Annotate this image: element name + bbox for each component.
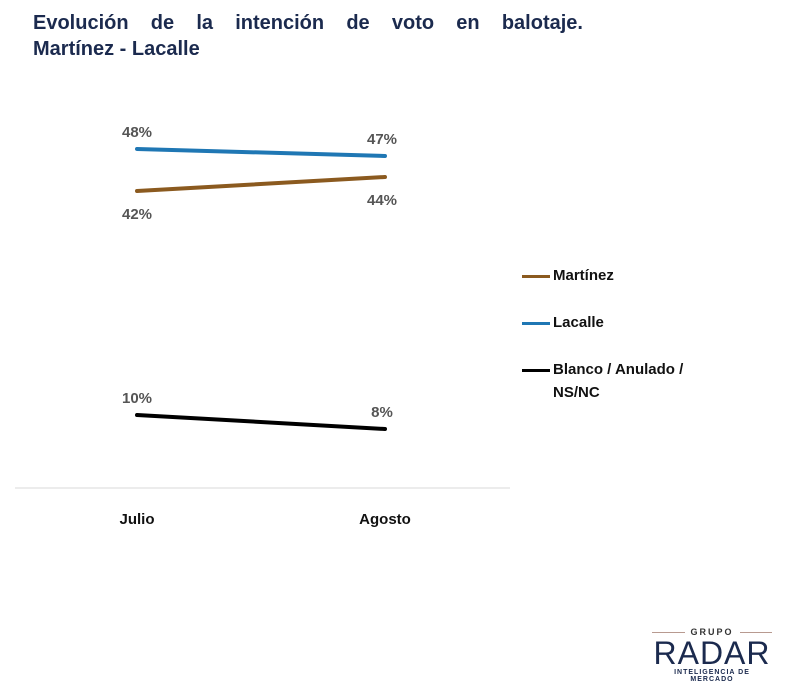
logo-bottom: INTELIGENCIA DE MERCADO	[674, 669, 750, 683]
data-label: 44%	[367, 192, 397, 209]
legend-label: Blanco / Anulado / NS/NC	[553, 361, 684, 401]
series-line	[135, 147, 387, 158]
legend: Martínez Lacalle Blanco / Anulado / NS/NC	[522, 264, 722, 428]
legend-swatch	[522, 322, 550, 325]
title-word: balotaje.	[501, 12, 583, 34]
series-line	[135, 175, 387, 193]
data-label: 8%	[371, 404, 393, 421]
radar-logo: GRUPO RADAR INTELIGENCIA DE MERCADO	[652, 627, 773, 683]
x-tick-label: Julio	[119, 511, 154, 528]
legend-swatch	[522, 275, 550, 278]
title-word: Evolución	[33, 12, 129, 34]
logo-top: GRUPO	[690, 627, 734, 637]
legend-label: Martínez	[553, 267, 614, 284]
legend-swatch	[522, 369, 550, 372]
legend-item: Martínez	[522, 264, 722, 287]
title-word: la	[196, 12, 214, 34]
title-word: de	[346, 12, 370, 34]
x-tick-label: Agosto	[359, 511, 411, 528]
legend-item: Blanco / Anulado / NS/NC	[522, 358, 722, 404]
data-label: 42%	[122, 206, 152, 223]
chart-subtitle: Martínez - Lacalle	[33, 38, 200, 60]
title-word: de	[150, 12, 175, 34]
title-word: intención	[235, 12, 325, 34]
legend-label: Lacalle	[553, 314, 604, 331]
data-label: 10%	[122, 390, 152, 407]
chart-title: Evolución de la intención de voto en balotaje. …	[33, 10, 583, 62]
title-word: en	[456, 12, 480, 34]
data-label: 47%	[367, 131, 397, 148]
series-line	[135, 413, 387, 431]
title-word: voto	[391, 12, 435, 34]
legend-item: Lacalle	[522, 311, 722, 334]
logo-main: RADAR	[653, 635, 771, 671]
title-line: Evolución de la intención de voto en balotaje.	[33, 10, 583, 36]
data-label: 48%	[122, 124, 152, 141]
